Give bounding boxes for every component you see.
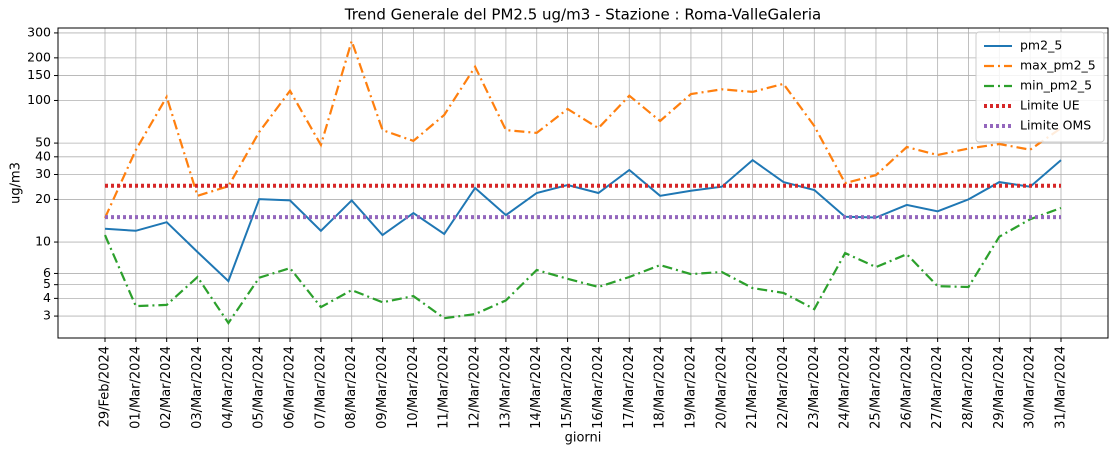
x-tick-label: 18/Mar/2024	[653, 346, 668, 429]
x-tick-label: 29/Feb/2024	[98, 346, 113, 427]
legend-label: pm2_5	[1020, 38, 1062, 53]
x-tick-label: 10/Mar/2024	[406, 346, 421, 429]
x-tick-label: 28/Mar/2024	[961, 346, 976, 429]
y-tick-label: 3	[43, 308, 51, 323]
x-tick-label: 20/Mar/2024	[714, 346, 729, 429]
y-tick-label: 50	[35, 135, 51, 150]
series-line	[103, 206, 1062, 325]
series-line	[104, 158, 1062, 283]
x-tick-label: 17/Mar/2024	[622, 346, 637, 429]
y-tick-label: 10	[35, 234, 51, 249]
y-tick-label: 40	[35, 148, 51, 163]
x-tick-label: 22/Mar/2024	[776, 346, 791, 429]
x-tick-label: 14/Mar/2024	[529, 346, 544, 429]
x-tick-label: 30/Mar/2024	[1023, 346, 1038, 429]
x-tick-label: 31/Mar/2024	[1054, 346, 1069, 429]
x-tick-label: 13/Mar/2024	[498, 346, 513, 429]
x-tick-label: 08/Mar/2024	[344, 346, 359, 429]
y-tick-label: 300	[27, 24, 51, 39]
x-tick-label: 07/Mar/2024	[313, 346, 328, 429]
y-tick-label: 6	[43, 265, 51, 280]
x-tick-label: 29/Mar/2024	[992, 346, 1007, 429]
y-tick-label: 5	[43, 276, 51, 291]
x-tick-label: 26/Mar/2024	[899, 346, 914, 429]
x-tick-label: 05/Mar/2024	[252, 346, 267, 429]
x-tick-label: 25/Mar/2024	[868, 346, 883, 429]
x-tick-label: 02/Mar/2024	[159, 346, 174, 429]
y-tick-label: 150	[27, 67, 51, 82]
y-tick-label: 30	[35, 166, 51, 181]
x-tick-label: 23/Mar/2024	[807, 346, 822, 429]
legend-label: Limite OMS	[1020, 118, 1091, 133]
y-tick-label: 4	[43, 290, 51, 305]
x-tick-label: 27/Mar/2024	[930, 346, 945, 429]
x-tick-label: 04/Mar/2024	[221, 346, 236, 429]
legend-label: max_pm2_5	[1020, 58, 1096, 73]
x-tick-label: 19/Mar/2024	[683, 346, 698, 429]
y-tick-label: 200	[27, 49, 51, 64]
x-tick-label: 09/Mar/2024	[375, 346, 390, 429]
plot-frame	[57, 27, 1109, 339]
legend-label: min_pm2_5	[1020, 78, 1092, 93]
y-axis-label: ug/m3	[9, 162, 24, 204]
x-axis-label: giorni	[565, 431, 602, 446]
y-tick-label: 20	[35, 191, 51, 206]
x-tick-label: 01/Mar/2024	[128, 346, 143, 429]
y-tick-label: 100	[27, 92, 51, 107]
x-tick-label: 03/Mar/2024	[190, 346, 205, 429]
x-tick-label: 11/Mar/2024	[437, 346, 452, 429]
legend-box	[975, 31, 1105, 143]
legend-label: Limite UE	[1020, 98, 1080, 113]
x-tick-label: 24/Mar/2024	[838, 346, 853, 429]
x-tick-label: 06/Mar/2024	[283, 346, 298, 429]
x-tick-label: 21/Mar/2024	[745, 346, 760, 429]
chart-title: Trend Generale del PM2.5 ug/m3 - Stazion…	[344, 6, 821, 24]
x-tick-label: 12/Mar/2024	[468, 346, 483, 429]
x-tick-label: 15/Mar/2024	[560, 346, 575, 429]
series-line	[103, 37, 1062, 219]
x-tick-label: 16/Mar/2024	[591, 346, 606, 429]
